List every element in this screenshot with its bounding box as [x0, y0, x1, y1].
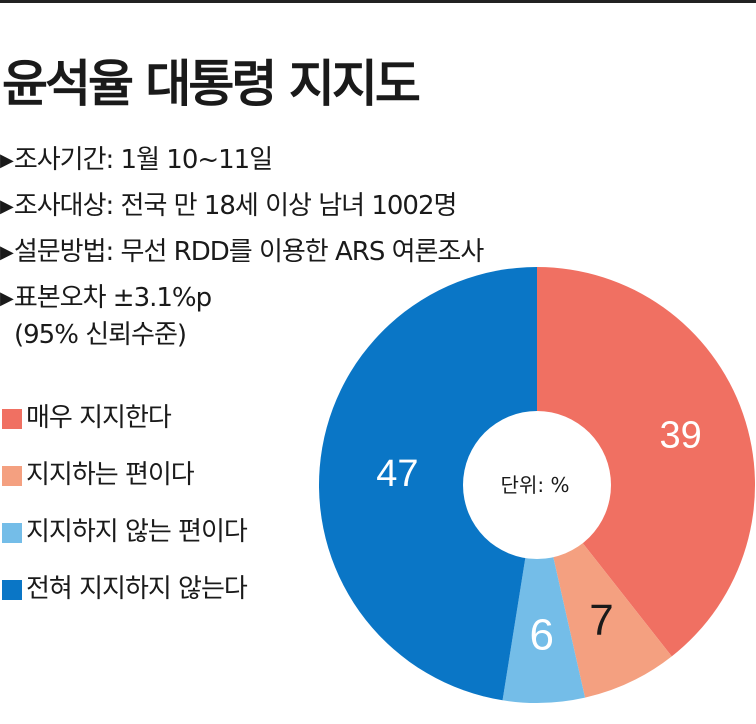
- triangle-bullet-icon: ▶: [0, 242, 14, 263]
- triangle-bullet-icon: ▶: [0, 196, 14, 217]
- data-label-strongly-support: 39: [659, 414, 701, 456]
- triangle-bullet-icon: ▶: [0, 150, 14, 171]
- pie-slice-somewhat-oppose: [502, 485, 586, 703]
- legend-item-somewhat-oppose: 지지하지 않는 편이다: [2, 512, 248, 569]
- legend-item-strongly-oppose: 전혀 지지하지 않는다: [2, 569, 248, 626]
- sampling-error: ▶표본오차 ±3.1%p: [0, 275, 483, 321]
- triangle-bullet-icon: ▶: [0, 288, 14, 309]
- chart-title: 윤석율 대통령 지지도: [2, 55, 421, 113]
- top-rule: [0, 0, 756, 3]
- survey-target: ▶조사대상: 전국 만 18세 이상 남녀 1002명: [0, 183, 483, 229]
- legend-swatch: [2, 580, 22, 600]
- data-label-strongly-oppose: 47: [376, 453, 418, 495]
- pie-slice-strongly-support: [537, 267, 755, 657]
- data-label-somewhat-oppose: 6: [530, 610, 554, 659]
- donut-hole: [463, 411, 611, 559]
- legend-swatch: [2, 523, 22, 543]
- pie-slice-strongly-oppose: [319, 267, 537, 701]
- legend-item-somewhat-support: 지지하는 편이다: [2, 455, 247, 512]
- confidence-level: (95% 신뢰수준): [14, 320, 187, 350]
- survey-info: ▶조사기간: 1월 10~11일 ▶조사대상: 전국 만 18세 이상 남녀 1…: [0, 137, 484, 321]
- legend: 매우 지지한다 지지하는 편이다 지지하지 않는 편이다 전혀 지지하지 않는다: [2, 398, 248, 626]
- survey-period: ▶조사기간: 1월 10~11일: [0, 137, 483, 183]
- legend-swatch: [2, 409, 22, 429]
- legend-item-strongly-support: 매우 지지한다: [2, 398, 247, 455]
- legend-swatch: [2, 466, 22, 486]
- data-label-somewhat-support: 7: [589, 596, 613, 645]
- unit-label: 단위: %: [501, 473, 570, 497]
- survey-method: ▶설문방법: 무선 RDD를 이용한 ARS 여론조사: [0, 229, 484, 275]
